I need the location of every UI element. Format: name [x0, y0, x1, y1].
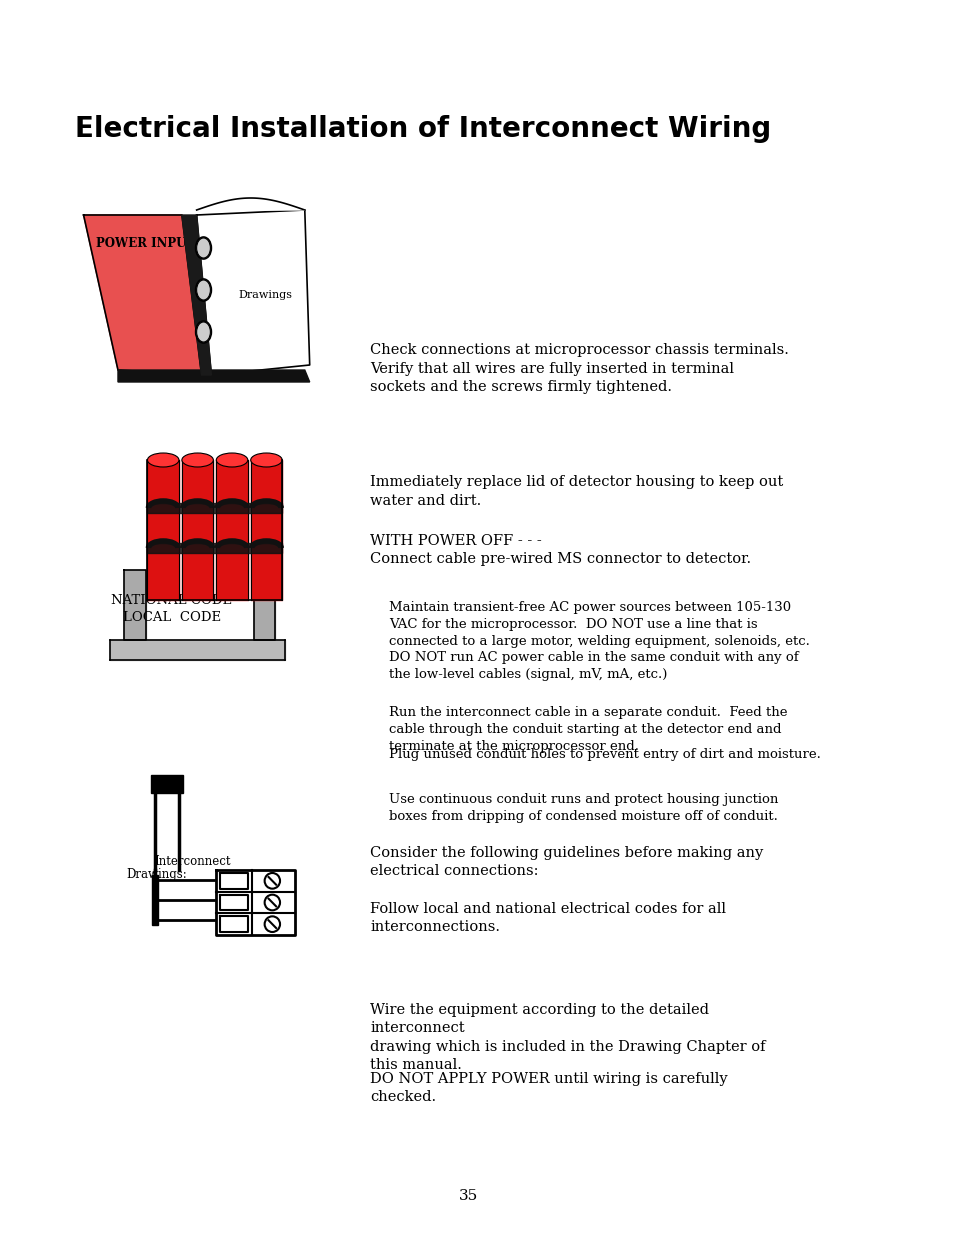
Text: Run the interconnect cable in a separate conduit.  Feed the
cable through the co: Run the interconnect cable in a separate…	[389, 706, 787, 753]
Circle shape	[264, 894, 280, 910]
Text: 35: 35	[459, 1189, 478, 1203]
Ellipse shape	[251, 453, 282, 467]
Polygon shape	[148, 503, 282, 513]
Ellipse shape	[182, 453, 213, 467]
Polygon shape	[152, 776, 183, 793]
Text: Immediately replace lid of detector housing to keep out
water and dirt.: Immediately replace lid of detector hous…	[370, 475, 783, 508]
Polygon shape	[148, 543, 282, 553]
Polygon shape	[124, 571, 146, 640]
Polygon shape	[220, 873, 248, 889]
Polygon shape	[152, 876, 158, 925]
Polygon shape	[182, 459, 213, 600]
Circle shape	[264, 916, 280, 932]
Polygon shape	[84, 215, 201, 375]
Text: DO NOT run AC power cable in the same conduit with any of
the low-level cables (: DO NOT run AC power cable in the same co…	[389, 651, 798, 680]
Ellipse shape	[195, 279, 212, 301]
Text: WITH POWER OFF - - -
Connect cable pre-wired MS connector to detector.: WITH POWER OFF - - - Connect cable pre-w…	[370, 534, 751, 566]
Text: Interconnect: Interconnect	[154, 855, 231, 868]
Text: Wire the equipment according to the detailed
interconnect
drawing which is inclu: Wire the equipment according to the deta…	[370, 1003, 765, 1072]
Polygon shape	[216, 869, 294, 935]
Polygon shape	[220, 894, 248, 910]
Text: Drawings: Drawings	[238, 290, 293, 300]
Text: LOCAL  CODE: LOCAL CODE	[122, 611, 220, 625]
Text: Drawings:: Drawings:	[127, 868, 187, 882]
Polygon shape	[196, 210, 310, 375]
Text: Consider the following guidelines before making any
electrical connections:: Consider the following guidelines before…	[370, 846, 763, 878]
Text: POWER INPUT: POWER INPUT	[95, 237, 194, 251]
Text: Electrical Installation of Interconnect Wiring: Electrical Installation of Interconnect …	[75, 115, 770, 143]
Ellipse shape	[148, 453, 179, 467]
Ellipse shape	[216, 453, 248, 467]
Polygon shape	[182, 215, 212, 375]
Polygon shape	[216, 459, 248, 600]
Polygon shape	[263, 454, 275, 600]
Text: Check connections at microprocessor chassis terminals.
Verify that all wires are: Check connections at microprocessor chas…	[370, 343, 788, 394]
Text: DO NOT APPLY POWER until wiring is carefully
checked.: DO NOT APPLY POWER until wiring is caref…	[370, 1072, 727, 1104]
Text: Plug unused conduit holes to prevent entry of dirt and moisture.: Plug unused conduit holes to prevent ent…	[389, 748, 821, 762]
Ellipse shape	[195, 237, 212, 259]
Polygon shape	[196, 198, 304, 210]
Circle shape	[264, 873, 280, 889]
Text: NATIONAL CODE: NATIONAL CODE	[111, 594, 232, 608]
Polygon shape	[253, 571, 275, 640]
Text: Use continuous conduit runs and protect housing junction
boxes from dripping of : Use continuous conduit runs and protect …	[389, 793, 778, 823]
Text: Follow local and national electrical codes for all
interconnections.: Follow local and national electrical cod…	[370, 902, 726, 934]
Polygon shape	[220, 916, 248, 932]
Polygon shape	[251, 459, 282, 600]
Ellipse shape	[195, 321, 212, 343]
Polygon shape	[118, 370, 310, 382]
Polygon shape	[110, 640, 285, 659]
Text: Maintain transient-free AC power sources between 105-130
VAC for the microproces: Maintain transient-free AC power sources…	[389, 601, 809, 648]
Polygon shape	[148, 459, 179, 600]
